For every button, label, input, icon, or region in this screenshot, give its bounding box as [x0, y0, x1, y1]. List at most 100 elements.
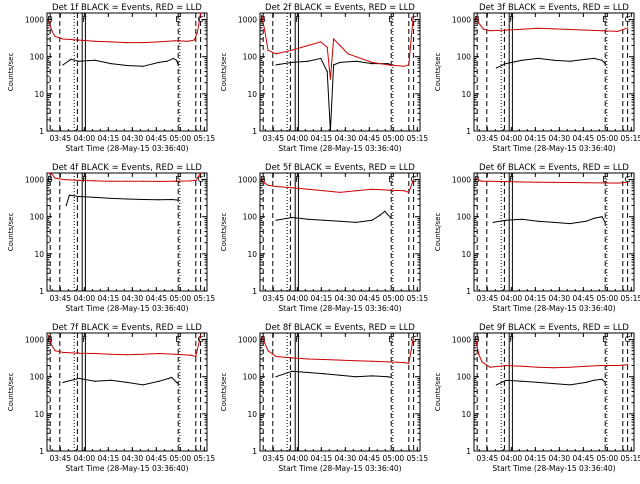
plot-frame [473, 172, 635, 292]
x-tick-label: 04:00 [287, 454, 309, 463]
data-point-lld [339, 191, 341, 194]
x-tick-label: 05:15 [194, 294, 216, 303]
plot-frame [259, 12, 421, 132]
data-point-lld [190, 354, 192, 356]
data-point-events [110, 197, 112, 200]
data-point-lld [627, 181, 629, 183]
x-tick-label: 04:45 [359, 134, 381, 143]
data-point-lld [413, 336, 415, 338]
detector-panel-5: Det 5f BLACK = Events, RED = LLD 1 10 100 10… [220, 163, 428, 313]
data-point-events [307, 371, 309, 374]
x-tick-label: 04:45 [146, 294, 168, 303]
data-point-events [158, 380, 160, 382]
data-point-lld [413, 178, 415, 181]
data-point-lld [339, 359, 341, 361]
data-point-lld [627, 27, 629, 29]
x-tick-label: 05:00 [170, 454, 192, 463]
data-point-lld [569, 366, 571, 368]
interval-marker-g: G [198, 15, 204, 24]
data-point-lld [275, 355, 277, 358]
interval-marker-f: F [82, 335, 87, 344]
data-point-events [593, 57, 595, 59]
x-tick-label: 05:15 [407, 294, 429, 303]
series-line-lld [261, 12, 415, 80]
x-tick-label: 04:15 [525, 294, 547, 303]
x-tick-label: 05:15 [621, 134, 640, 143]
data-point-lld [553, 181, 555, 183]
data-point-lld [478, 22, 480, 24]
data-point-lld [264, 30, 266, 32]
data-point-events [492, 221, 494, 224]
data-point-lld [142, 41, 144, 44]
data-point-lld [291, 357, 293, 359]
y-tick-label: 1000 [452, 176, 471, 185]
data-point-lld [267, 184, 269, 186]
detector-panel-7: Det 7f BLACK = Events, RED = LLD 1 10 100 10… [7, 323, 215, 473]
y-tick-label: 10 [247, 410, 257, 419]
data-point-lld [261, 178, 263, 181]
data-point-lld [174, 180, 176, 182]
data-point-lld [158, 41, 160, 43]
data-point-events [355, 376, 357, 378]
interval-marker-g: G [625, 175, 631, 184]
data-point-lld [94, 180, 96, 182]
data-point-lld [323, 358, 325, 361]
data-point-lld [505, 364, 507, 367]
time-interval-lines [262, 13, 415, 131]
x-tick-label: 05:00 [597, 294, 619, 303]
data-point-lld [320, 41, 322, 43]
y-tick-label: 10 [34, 250, 44, 259]
y-tick-label: 1 [39, 287, 44, 296]
time-interval-lines [476, 13, 629, 131]
data-point-lld [475, 177, 477, 179]
interval-marker-e: E [175, 335, 180, 344]
series-line-events [62, 376, 179, 386]
data-point-events [387, 63, 389, 65]
data-point-events [172, 57, 174, 59]
y-tick-label: 1 [39, 447, 44, 456]
data-point-lld [264, 342, 266, 344]
data-point-lld [475, 338, 477, 341]
data-point-events [371, 219, 373, 221]
x-tick-label: 04:30 [122, 294, 144, 303]
detector-panel-4: Det 4f BLACK = Events, RED = LLD 1 10 100 10… [7, 163, 215, 313]
time-interval-lines [49, 333, 202, 451]
data-point-events [78, 377, 80, 379]
data-point-lld [481, 180, 483, 182]
data-point-lld [617, 182, 619, 184]
x-tick-label: 04:45 [573, 134, 595, 143]
data-point-events [390, 376, 392, 379]
data-point-events [291, 61, 293, 64]
data-point-lld [617, 30, 619, 32]
data-point-events [339, 374, 341, 376]
data-point-events [291, 216, 293, 219]
data-point-lld [48, 334, 50, 336]
data-point-lld [94, 352, 96, 355]
data-point-lld [94, 40, 96, 42]
y-tick-label: 1000 [238, 176, 257, 185]
data-point-events [390, 217, 392, 219]
interval-marker-g: G [625, 15, 631, 24]
data-point-lld [110, 353, 112, 355]
data-point-events [585, 58, 587, 60]
data-point-events [521, 218, 523, 220]
plot-frame [46, 332, 208, 452]
data-point-lld [521, 28, 523, 30]
data-point-events [70, 58, 72, 60]
y-tick-label: 1 [252, 447, 257, 456]
x-tick-label: 04:15 [98, 294, 120, 303]
data-point-events [553, 221, 555, 224]
data-point-lld [585, 365, 587, 367]
data-point-events [275, 376, 277, 378]
interval-marker-f: F [295, 335, 300, 344]
x-tick-label: 05:00 [383, 294, 405, 303]
y-tick-label: 100 [243, 213, 258, 222]
data-point-lld [489, 366, 491, 368]
data-point-events [384, 210, 386, 212]
series-line-events [493, 216, 606, 225]
data-point-events [62, 64, 64, 66]
data-point-events [495, 384, 497, 386]
data-point-lld [505, 29, 507, 31]
x-tick-label: 04:45 [359, 454, 381, 463]
data-point-lld [174, 40, 176, 42]
